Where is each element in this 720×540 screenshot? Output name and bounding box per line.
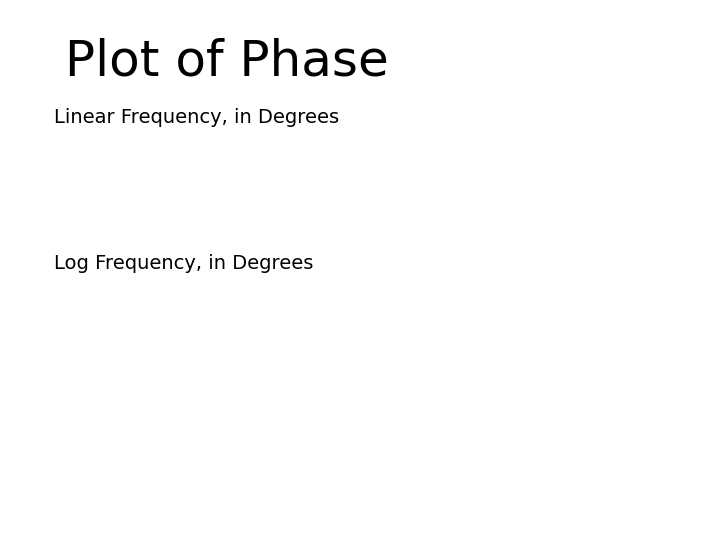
Text: Log Frequency, in Degrees: Log Frequency, in Degrees (54, 254, 313, 273)
Text: Plot of Phase: Plot of Phase (65, 38, 389, 86)
Text: Linear Frequency, in Degrees: Linear Frequency, in Degrees (54, 108, 339, 127)
